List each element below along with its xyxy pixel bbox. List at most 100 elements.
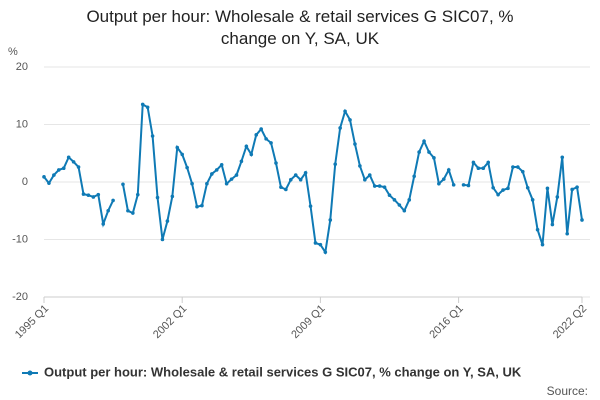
data-point bbox=[348, 118, 352, 122]
data-point bbox=[516, 165, 520, 169]
data-point bbox=[471, 160, 476, 165]
data-point bbox=[140, 102, 145, 107]
data-point bbox=[284, 187, 288, 192]
data-point bbox=[565, 231, 569, 236]
data-point bbox=[135, 192, 140, 197]
data-point bbox=[506, 186, 510, 191]
data-point bbox=[170, 194, 175, 199]
data-point bbox=[52, 173, 56, 177]
data-point bbox=[560, 155, 565, 160]
data-point bbox=[298, 177, 303, 182]
data-point bbox=[501, 188, 505, 192]
data-point bbox=[42, 175, 46, 179]
data-point bbox=[575, 185, 579, 189]
data-point bbox=[185, 165, 189, 170]
y-tick-label: -10 bbox=[12, 233, 28, 245]
data-point bbox=[486, 160, 491, 165]
data-point bbox=[525, 185, 530, 190]
data-point bbox=[96, 192, 101, 197]
data-point bbox=[160, 237, 165, 242]
data-point bbox=[219, 162, 224, 167]
data-point bbox=[259, 127, 263, 131]
x-tick-label: 2002 Q1 bbox=[151, 303, 189, 341]
data-point bbox=[540, 242, 545, 247]
data-point bbox=[570, 187, 574, 192]
data-point bbox=[422, 139, 426, 143]
data-point bbox=[288, 177, 293, 182]
data-point bbox=[214, 168, 219, 172]
data-point bbox=[195, 204, 199, 209]
data-point bbox=[234, 173, 239, 177]
data-point bbox=[47, 181, 51, 185]
x-tick-label: 2016 Q1 bbox=[427, 303, 465, 341]
data-point bbox=[155, 195, 160, 200]
data-point bbox=[269, 141, 273, 145]
data-point bbox=[205, 181, 209, 186]
data-point bbox=[550, 222, 555, 227]
data-point bbox=[530, 198, 535, 202]
data-point bbox=[511, 165, 515, 169]
data-point bbox=[313, 241, 318, 245]
data-point bbox=[382, 185, 387, 189]
data-point bbox=[451, 183, 456, 187]
data-point bbox=[249, 152, 254, 157]
data-point bbox=[76, 165, 81, 169]
data-point bbox=[71, 160, 76, 164]
y-tick-label: 0 bbox=[22, 176, 28, 188]
data-point bbox=[580, 218, 584, 222]
data-point bbox=[555, 195, 560, 199]
data-point bbox=[397, 203, 402, 207]
data-point bbox=[303, 171, 308, 175]
legend-marker bbox=[27, 370, 33, 376]
y-tick-label: -20 bbox=[12, 291, 28, 303]
data-point bbox=[279, 185, 283, 189]
data-point bbox=[57, 168, 61, 172]
data-point bbox=[328, 218, 333, 222]
data-point bbox=[372, 184, 377, 188]
y-tick-label: 20 bbox=[16, 61, 28, 73]
data-point bbox=[363, 177, 367, 182]
data-point bbox=[432, 156, 436, 160]
data-point bbox=[417, 150, 421, 154]
data-point bbox=[402, 208, 407, 213]
data-point bbox=[412, 174, 416, 179]
data-point bbox=[111, 198, 115, 203]
data-point bbox=[91, 195, 96, 199]
data-point bbox=[180, 152, 185, 157]
series-line bbox=[121, 102, 455, 255]
data-point bbox=[293, 173, 298, 177]
data-point bbox=[343, 109, 347, 114]
data-point bbox=[264, 137, 268, 141]
data-point bbox=[392, 198, 397, 202]
data-point bbox=[106, 208, 110, 213]
data-point bbox=[200, 203, 204, 208]
data-point bbox=[131, 211, 135, 215]
data-point bbox=[308, 204, 313, 208]
data-point bbox=[254, 133, 259, 137]
y-tick-label: 10 bbox=[16, 118, 28, 130]
data-point bbox=[461, 183, 466, 187]
data-point bbox=[190, 181, 194, 186]
data-point bbox=[491, 185, 495, 190]
x-tick-label: 2022 Q2 bbox=[551, 303, 589, 341]
legend-label: Output per hour: Wholesale & retail serv… bbox=[44, 364, 522, 379]
data-point bbox=[274, 161, 278, 165]
data-point bbox=[101, 222, 106, 226]
x-tick-label: 1995 Q1 bbox=[13, 303, 51, 341]
data-point bbox=[481, 166, 486, 170]
data-point bbox=[61, 166, 66, 170]
data-point bbox=[150, 134, 155, 138]
data-point bbox=[323, 250, 328, 254]
x-tick-label: 2009 Q1 bbox=[289, 303, 327, 341]
data-point bbox=[353, 142, 357, 146]
data-point bbox=[545, 186, 550, 191]
data-point bbox=[496, 192, 500, 197]
data-point bbox=[244, 144, 249, 149]
data-point bbox=[441, 177, 446, 181]
data-point bbox=[66, 155, 71, 160]
data-point bbox=[387, 193, 392, 198]
data-point bbox=[333, 162, 338, 166]
data-point bbox=[145, 105, 150, 110]
